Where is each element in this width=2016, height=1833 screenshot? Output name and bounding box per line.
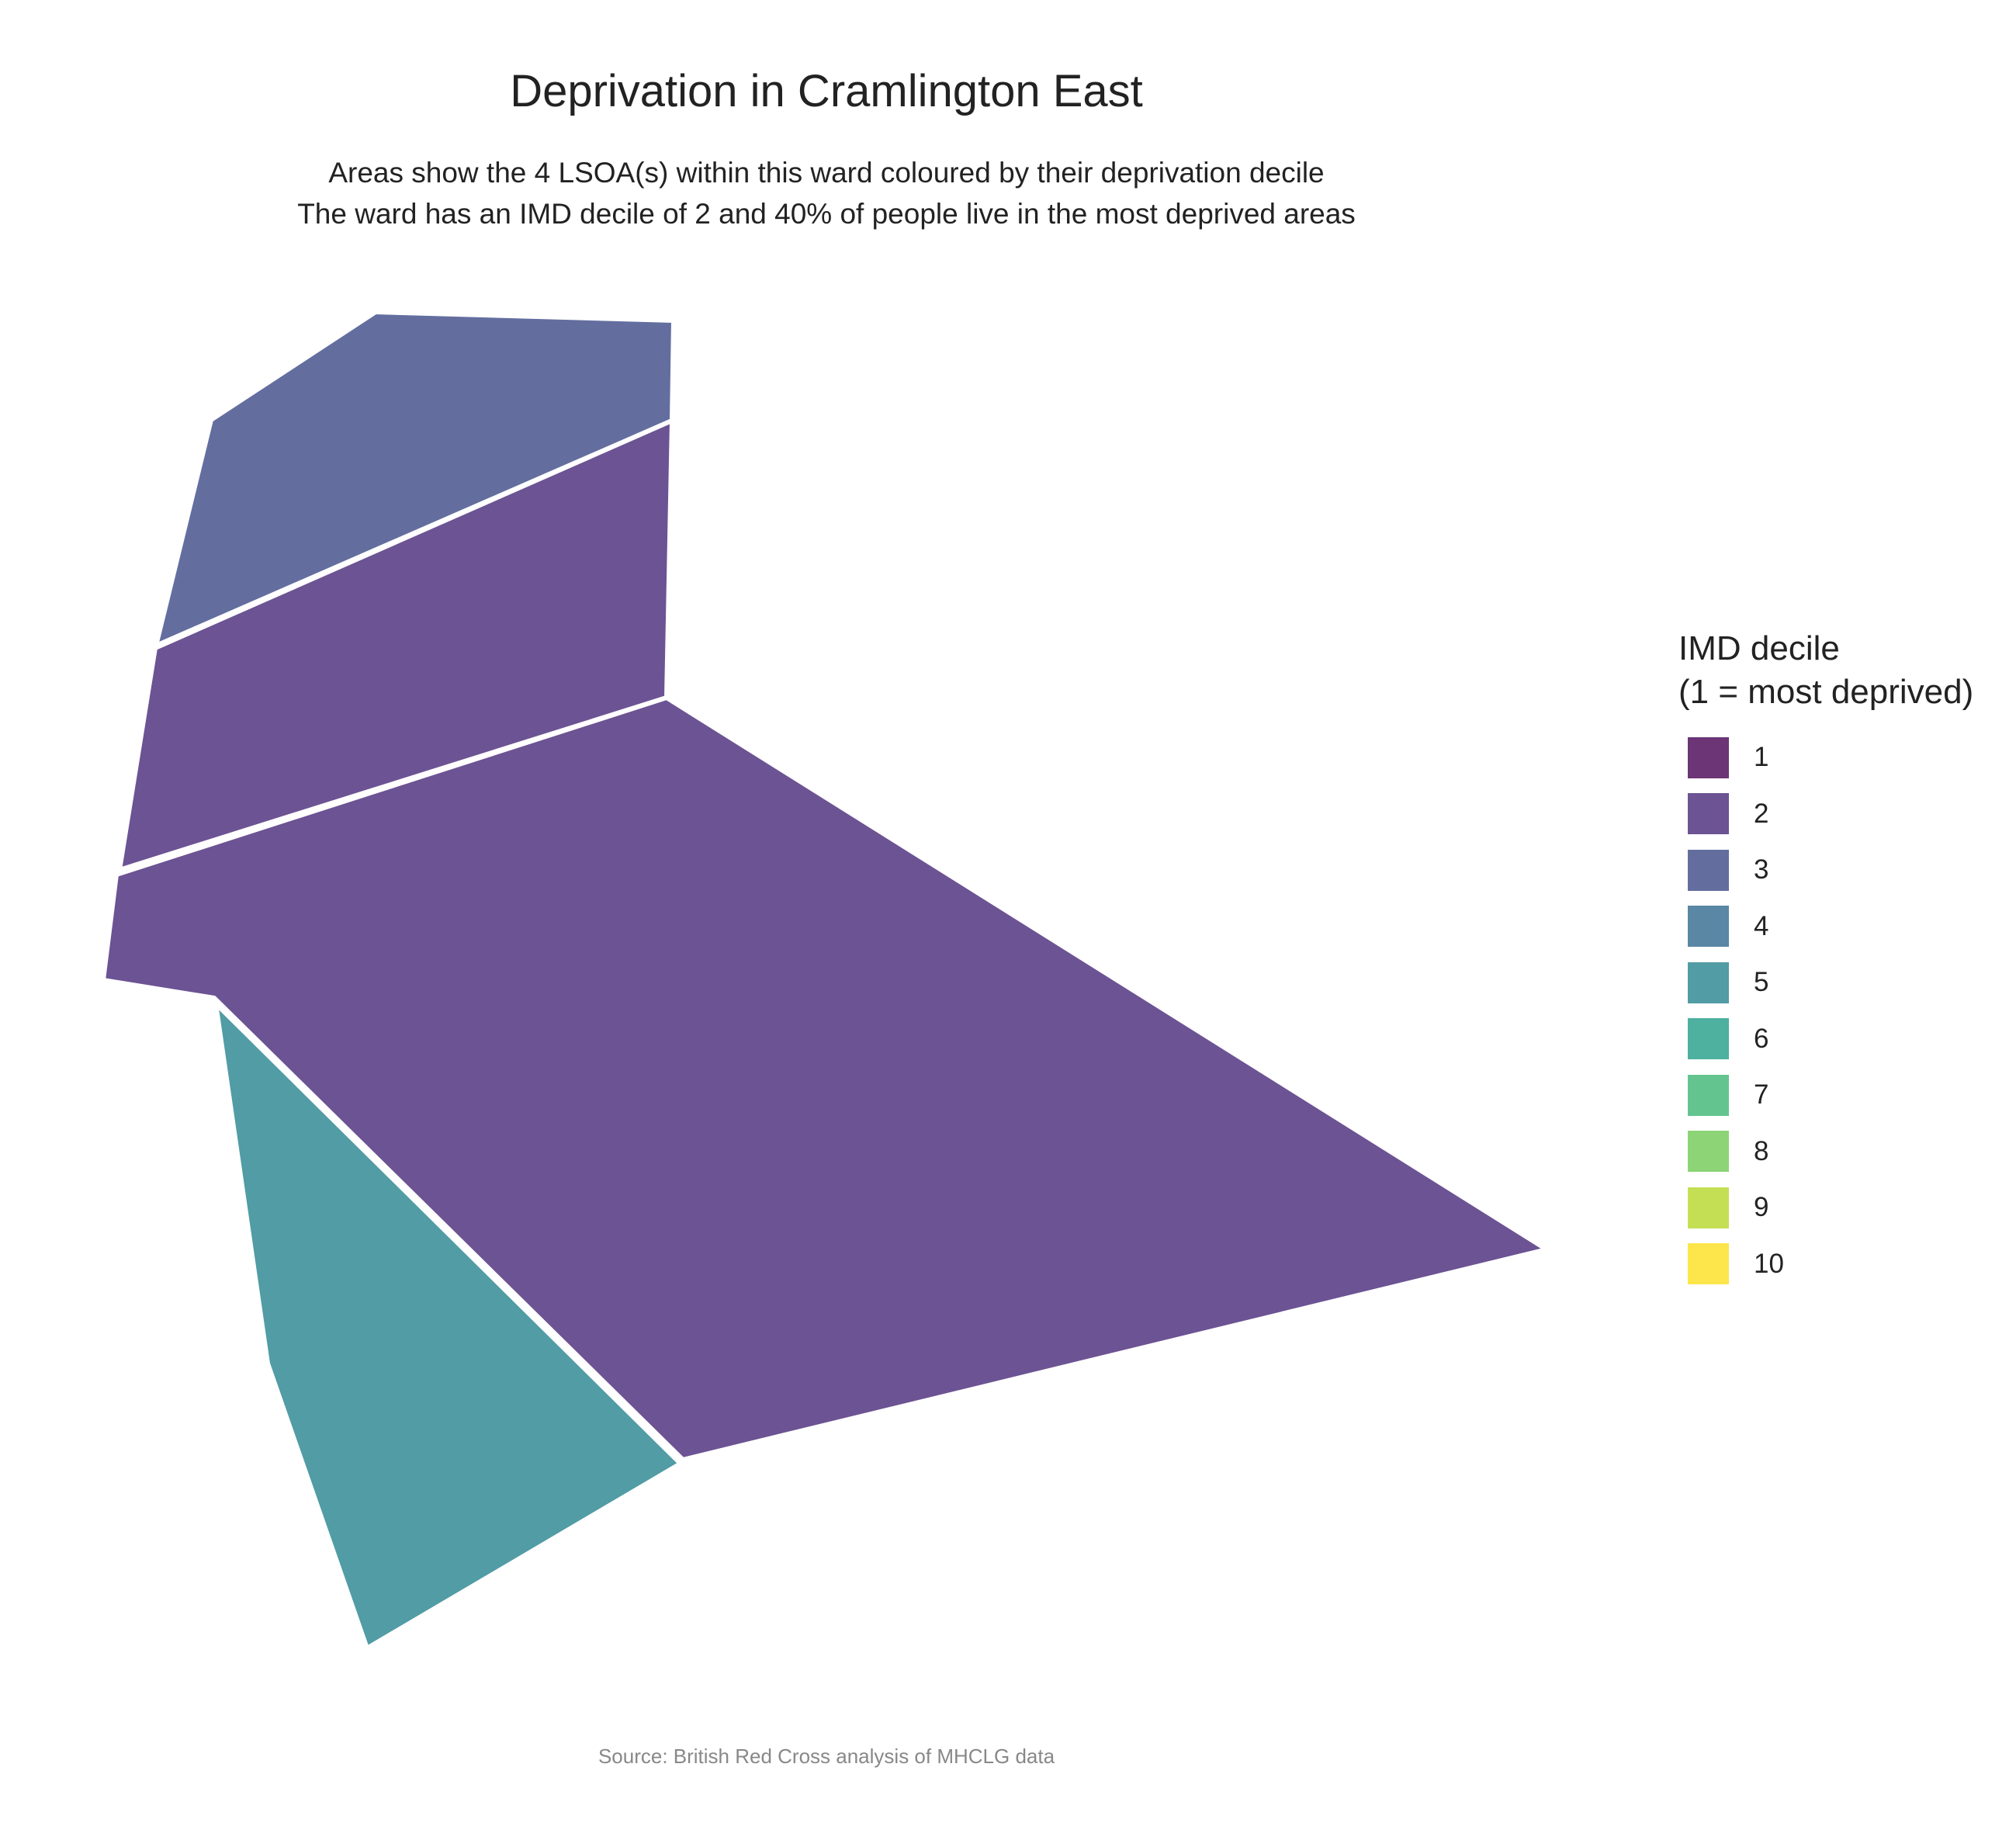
legend-label: 3 <box>1754 854 1769 885</box>
legend-label: 8 <box>1754 1135 1769 1166</box>
legend-title-line-1: IMD decile <box>1678 629 1840 667</box>
legend-title: IMD decile (1 = most deprived) <box>1678 627 1973 714</box>
legend-item: 5 <box>1678 955 1973 1011</box>
legend-swatch <box>1688 1187 1729 1228</box>
legend-swatch <box>1688 1243 1729 1285</box>
legend-item: 1 <box>1678 729 1973 786</box>
source-caption: Source: British Red Cross analysis of MH… <box>598 1745 1055 1768</box>
legend-label: 7 <box>1754 1079 1769 1111</box>
legend-label: 6 <box>1754 1023 1769 1054</box>
map-title: Deprivation in Cramlington East <box>510 66 1143 116</box>
lsoa-area-south <box>213 1001 683 1651</box>
map-subtitle: Areas show the 4 LSOA(s) within this war… <box>0 152 1653 234</box>
legend-label: 1 <box>1754 742 1769 773</box>
legend-swatch <box>1688 1131 1729 1173</box>
legend-label: 5 <box>1754 967 1769 998</box>
legend-item: 2 <box>1678 786 1973 843</box>
legend-item: 8 <box>1678 1124 1973 1180</box>
legend-swatch <box>1688 906 1729 948</box>
legend-swatch <box>1688 1018 1729 1060</box>
legend-label: 2 <box>1754 798 1769 829</box>
subtitle-line-2: The ward has an IMD decile of 2 and 40% … <box>297 198 1356 230</box>
legend-swatch <box>1688 962 1729 1003</box>
legend-swatch <box>1688 1074 1729 1116</box>
legend-label: 10 <box>1754 1248 1784 1279</box>
legend-label: 9 <box>1754 1192 1769 1223</box>
legend-item: 6 <box>1678 1011 1973 1068</box>
legend-items: 1 2 3 4 5 6 7 8 9 10 <box>1678 729 1973 1292</box>
legend-swatch <box>1688 793 1729 835</box>
legend-swatch <box>1688 849 1729 891</box>
legend-item: 4 <box>1678 899 1973 955</box>
lsoa-area-middle <box>117 418 674 872</box>
legend: IMD decile (1 = most deprived) 1 2 3 4 5… <box>1678 627 1973 1292</box>
legend-item: 10 <box>1678 1236 1973 1293</box>
lsoa-area-large <box>101 695 1549 1462</box>
legend-title-line-2: (1 = most deprived) <box>1678 673 1974 711</box>
legend-item: 3 <box>1678 842 1973 899</box>
subtitle-line-1: Areas show the 4 LSOA(s) within this war… <box>328 157 1325 189</box>
legend-item: 9 <box>1678 1180 1973 1236</box>
legend-item: 7 <box>1678 1067 1973 1124</box>
legend-swatch <box>1688 736 1729 778</box>
legend-label: 4 <box>1754 910 1769 941</box>
